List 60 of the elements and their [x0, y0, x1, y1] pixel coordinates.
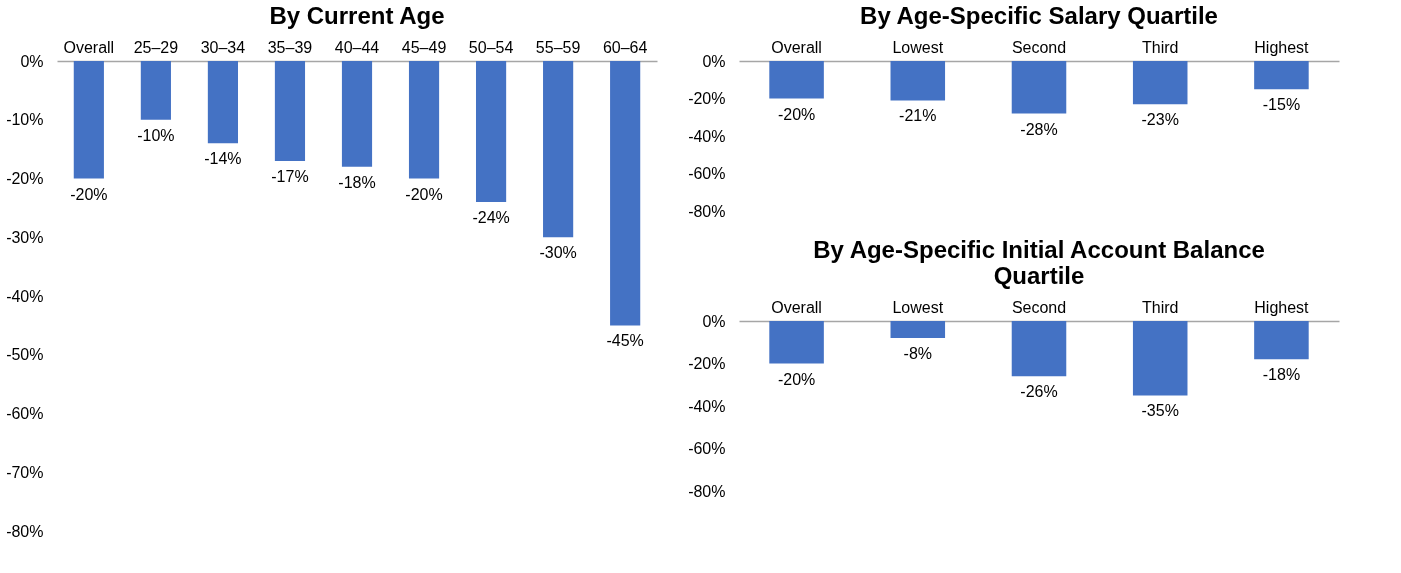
chart-title: By Age-Specific Initial Account Balance Quartile: [813, 236, 1265, 289]
x-tick-label: 30–34: [200, 38, 246, 56]
x-tick-label: Overall: [63, 38, 115, 56]
x-tick-label: Second: [1011, 298, 1067, 316]
y-tick-label: -80%: [688, 202, 726, 220]
data-label: -30%: [539, 244, 577, 262]
x-tick-label: Highest: [1254, 38, 1310, 56]
x-tick-label: 25–29: [133, 38, 179, 56]
y-tick-label: -20%: [688, 90, 726, 107]
y-tick-label: 0%: [20, 52, 44, 70]
data-label: -26%: [1020, 383, 1058, 401]
y-tick-label: 0%: [702, 52, 726, 70]
y-tick-label: -80%: [688, 482, 726, 500]
x-tick-label: Overall: [771, 38, 822, 56]
data-label: -45%: [606, 332, 644, 350]
x-tick-label: Third: [1141, 298, 1179, 316]
x-tick-label: 60–64: [602, 38, 648, 56]
data-label: -10%: [137, 126, 175, 144]
y-tick-label: -60%: [6, 405, 44, 422]
data-label: -20%: [405, 185, 443, 203]
x-tick-label: Highest: [1254, 298, 1310, 316]
data-label: -24%: [472, 209, 510, 226]
y-tick-label: -30%: [6, 228, 44, 246]
y-tick-label: 0%: [702, 312, 726, 330]
data-label: -17%: [271, 167, 309, 185]
data-label: -35%: [1141, 402, 1179, 420]
data-label: -20%: [777, 105, 816, 123]
y-tick-label: -40%: [6, 287, 44, 305]
y-tick-label: -60%: [688, 165, 726, 182]
data-label: -18%: [1262, 366, 1301, 384]
y-tick-label: -40%: [688, 397, 726, 415]
data-label: -18%: [338, 173, 376, 191]
x-tick-label: Second: [1011, 38, 1067, 56]
y-tick-label: -80%: [6, 522, 44, 540]
x-tick-label: 50–54: [468, 38, 514, 56]
data-label: -23%: [1141, 111, 1179, 129]
data-label: -8%: [903, 345, 933, 362]
data-label: -20%: [777, 370, 816, 388]
y-tick-label: -60%: [688, 440, 726, 457]
y-tick-label: -70%: [6, 463, 44, 481]
x-tick-label: 35–39: [267, 38, 313, 56]
chart-title: By Age-Specific Salary Quartile: [860, 2, 1218, 29]
x-tick-label: Lowest: [892, 38, 944, 56]
x-tick-label: Third: [1141, 38, 1179, 56]
data-label: -28%: [1020, 120, 1058, 138]
x-tick-label: Overall: [771, 298, 822, 316]
y-tick-label: -50%: [6, 346, 44, 364]
x-tick-label: 40–44: [334, 38, 380, 56]
chart-title: By Current Age: [269, 2, 445, 29]
x-tick-label: 55–59: [535, 38, 581, 56]
data-label: -21%: [899, 107, 937, 125]
x-tick-label: Lowest: [892, 298, 944, 316]
y-tick-label: -40%: [688, 127, 726, 145]
data-label: -14%: [204, 150, 242, 168]
data-label: -15%: [1262, 96, 1301, 114]
x-tick-label: 45–49: [401, 38, 447, 56]
data-label: -20%: [70, 185, 108, 203]
y-tick-label: -20%: [6, 170, 44, 187]
y-tick-label: -10%: [6, 111, 44, 129]
y-tick-label: -20%: [688, 355, 726, 372]
